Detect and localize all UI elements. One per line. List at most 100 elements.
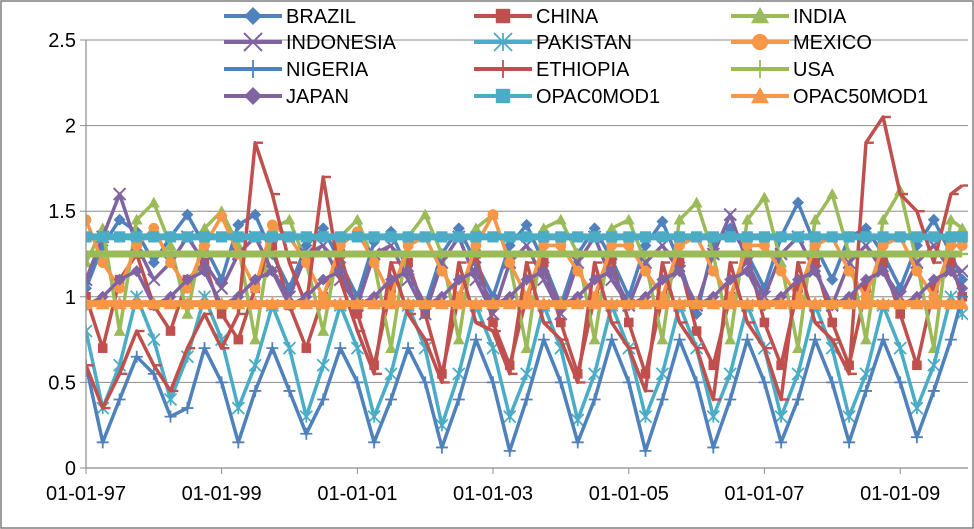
- data-point-opac0mod1: [945, 231, 957, 243]
- data-point-nigeria: [877, 333, 890, 346]
- data-point-opac50mod1: [672, 296, 687, 310]
- data-point-china: [929, 283, 939, 294]
- data-point-opac0mod1: [792, 231, 804, 243]
- data-point-japan: [385, 273, 398, 286]
- data-point-nigeria: [487, 376, 500, 389]
- data-point-mexico: [606, 240, 618, 251]
- legend-item-india: INDIA: [731, 6, 847, 28]
- data-point-brazil: [956, 273, 968, 286]
- data-point-opac0mod1: [928, 231, 940, 243]
- data-point-opac0mod1: [148, 231, 160, 243]
- legend-item-china: CHINA: [474, 6, 599, 28]
- data-point-brazil: [520, 218, 533, 231]
- data-point-opac50mod1: [434, 296, 449, 310]
- data-point-nigeria: [554, 376, 567, 389]
- data-point-china: [352, 309, 363, 319]
- data-point-opac0mod1: [758, 231, 771, 243]
- data-point-opac0mod1: [656, 231, 669, 243]
- x-tick-label: 01-01-99: [182, 483, 262, 505]
- data-point-indonesia: [86, 272, 93, 287]
- data-point-opac50mod1: [146, 296, 161, 310]
- data-point-nigeria: [520, 393, 533, 406]
- data-point-mexico: [741, 240, 753, 251]
- data-point-opac50mod1: [502, 296, 517, 310]
- data-point-opac50mod1: [859, 296, 874, 310]
- data-point-pakistan: [86, 324, 93, 338]
- data-point-nigeria: [639, 444, 652, 457]
- data-point-pakistan: [282, 341, 297, 355]
- data-point-mexico: [555, 240, 567, 251]
- data-point-mexico: [97, 257, 109, 268]
- data-point-india: [537, 222, 550, 234]
- data-point-pakistan: [384, 367, 398, 381]
- data-point-indonesia: [214, 281, 229, 295]
- data-point-opac0mod1: [368, 231, 380, 243]
- y-tick-label: 2: [65, 116, 76, 138]
- data-point-opac0mod1: [436, 231, 448, 243]
- data-point-opac50mod1: [282, 296, 297, 310]
- data-point-opac0mod1: [164, 231, 177, 243]
- data-point-japan: [724, 273, 737, 286]
- data-point-opac50mod1: [95, 296, 110, 310]
- data-point-mexico: [751, 33, 769, 51]
- data-point-opac0mod1: [809, 231, 821, 243]
- data-point-mexico: [199, 240, 210, 251]
- data-point-china: [674, 257, 685, 268]
- data-point-mexico: [707, 265, 719, 277]
- data-point-mexico: [249, 282, 261, 294]
- data-point-opac50mod1: [893, 296, 908, 310]
- data-point-opac0mod1: [198, 231, 211, 243]
- data-point-indonesia: [486, 307, 500, 321]
- data-point-nigeria: [910, 431, 923, 444]
- data-point-brazil: [147, 256, 160, 269]
- data-point-opac0mod1: [877, 231, 889, 243]
- data-point-indonesia: [112, 187, 127, 201]
- data-point-india: [164, 239, 177, 251]
- data-point-japan: [452, 273, 465, 286]
- data-point-opac50mod1: [299, 296, 314, 310]
- data-point-brazil: [232, 218, 245, 231]
- data-point-nigeria: [164, 410, 177, 423]
- data-point-mexico: [182, 282, 193, 294]
- data-point-china: [827, 317, 838, 328]
- data-point-opac0mod1: [419, 231, 431, 243]
- data-point-opac50mod1: [570, 296, 585, 310]
- data-point-opac0mod1: [956, 231, 968, 243]
- data-point-nigeria: [792, 393, 805, 406]
- y-tick-label: 0.5: [48, 372, 76, 394]
- x-tick-label: 01-01-05: [589, 483, 669, 505]
- data-point-pakistan: [774, 410, 788, 424]
- data-point-opac50mod1: [909, 296, 924, 310]
- data-point-opac50mod1: [655, 296, 670, 310]
- data-point-nigeria: [537, 333, 550, 346]
- data-point-brazil: [792, 196, 805, 209]
- data-point-china: [301, 343, 312, 353]
- data-point-japan: [198, 265, 211, 278]
- data-point-mexico: [759, 240, 770, 251]
- data-point-india: [673, 213, 686, 225]
- data-point-nigeria: [690, 376, 703, 389]
- data-point-opac0mod1: [385, 231, 397, 243]
- data-point-india: [385, 342, 398, 353]
- data-point-opac50mod1: [604, 296, 619, 310]
- data-point-india: [588, 333, 601, 345]
- data-point-china: [759, 317, 770, 328]
- data-point-opac0mod1: [860, 231, 872, 243]
- legend-label: INDIA: [793, 6, 847, 28]
- data-point-china: [861, 283, 871, 294]
- data-point-mexico: [877, 240, 889, 251]
- data-point-pakistan: [638, 410, 653, 424]
- data-point-mexico: [165, 257, 176, 268]
- data-point-mexico: [402, 240, 414, 251]
- data-point-indonesia: [147, 272, 161, 287]
- y-tick-label: 1.5: [48, 201, 76, 223]
- data-point-india: [198, 222, 211, 234]
- data-point-nigeria: [724, 393, 737, 406]
- data-point-opac50mod1: [129, 296, 144, 310]
- data-point-mexico: [538, 240, 550, 251]
- data-point-nigeria: [215, 376, 228, 389]
- legend-label: BRAZIL: [286, 6, 356, 28]
- data-point-opac0mod1: [300, 231, 312, 243]
- data-point-china: [386, 283, 396, 294]
